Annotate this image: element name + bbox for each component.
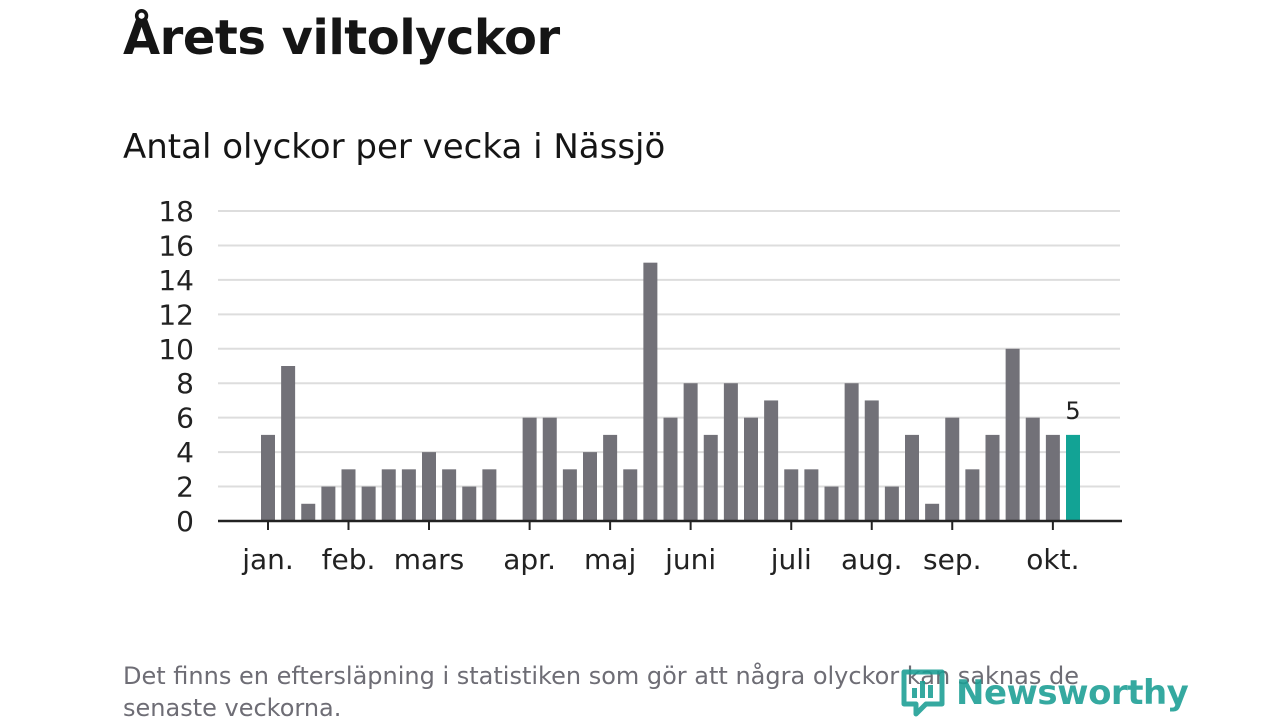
- bar: [1045, 434, 1060, 521]
- bar: [341, 469, 356, 521]
- bar: [985, 434, 1000, 521]
- x-tick-label: aug.: [841, 543, 903, 576]
- y-tick-label: 2: [176, 471, 194, 504]
- y-tick-label: 10: [158, 333, 194, 366]
- x-tick-label: okt.: [1026, 543, 1079, 576]
- bar: [643, 262, 658, 521]
- y-tick-label: 6: [176, 402, 194, 435]
- x-tick-label: apr.: [503, 543, 556, 576]
- y-tick-label: 0: [176, 505, 194, 538]
- bar: [261, 434, 275, 521]
- bar: [905, 434, 919, 521]
- bar: [381, 469, 396, 521]
- bar: [663, 417, 678, 521]
- bar-highlight: [1066, 434, 1080, 521]
- bar: [442, 469, 457, 521]
- bar: [583, 452, 597, 521]
- y-tick-label: 14: [158, 264, 194, 297]
- bar: [884, 486, 899, 521]
- bar: [723, 383, 738, 521]
- bar: [945, 417, 960, 521]
- bar: [401, 469, 416, 521]
- bar: [1025, 417, 1040, 521]
- bar: [522, 417, 537, 521]
- x-tick-label: maj: [584, 543, 636, 576]
- bar: [542, 417, 557, 521]
- bar: [1005, 348, 1020, 521]
- bar: [361, 486, 376, 521]
- chart-title: Årets viltolyckor: [123, 10, 560, 66]
- bar: [703, 434, 718, 521]
- bar: [844, 383, 859, 521]
- highlight-data-label: 5: [1065, 397, 1080, 425]
- brand-name: Newsworthy: [956, 673, 1189, 713]
- bar: [623, 469, 638, 521]
- x-tick-label: feb.: [322, 543, 376, 576]
- bar: [965, 469, 980, 521]
- bar: [925, 503, 940, 521]
- y-tick-label: 12: [158, 298, 194, 331]
- bar: [603, 434, 618, 521]
- x-tick-label: juni: [664, 543, 716, 576]
- bar: [764, 400, 779, 521]
- x-tick-label: juli: [770, 543, 812, 576]
- footnote: Det finns en eftersläpning i statistiken…: [123, 662, 1079, 722]
- bar: [422, 452, 436, 521]
- brand-logo: Newsworthy: [900, 668, 1189, 718]
- bar: [301, 503, 316, 521]
- bar: [281, 366, 296, 521]
- chart-subtitle: Antal olyckor per vecka i Nässjö: [123, 127, 666, 167]
- bar: [482, 469, 497, 521]
- y-tick-label: 16: [158, 229, 194, 262]
- bar: [864, 400, 879, 521]
- bar: [562, 469, 577, 521]
- bar: [744, 417, 758, 521]
- x-tick-label: mars: [394, 543, 465, 576]
- y-tick-label: 8: [176, 367, 194, 400]
- bar: [462, 486, 477, 521]
- bar: [784, 469, 799, 521]
- bar: [824, 486, 839, 521]
- bar: [804, 469, 819, 521]
- y-tick-label: 4: [176, 436, 194, 469]
- x-tick-label: sep.: [923, 543, 982, 576]
- x-tick-label: jan.: [241, 543, 294, 576]
- y-tick-label: 18: [158, 195, 194, 228]
- bar: [683, 383, 698, 521]
- bar: [321, 486, 336, 521]
- newsworthy-logo-icon: [901, 669, 945, 717]
